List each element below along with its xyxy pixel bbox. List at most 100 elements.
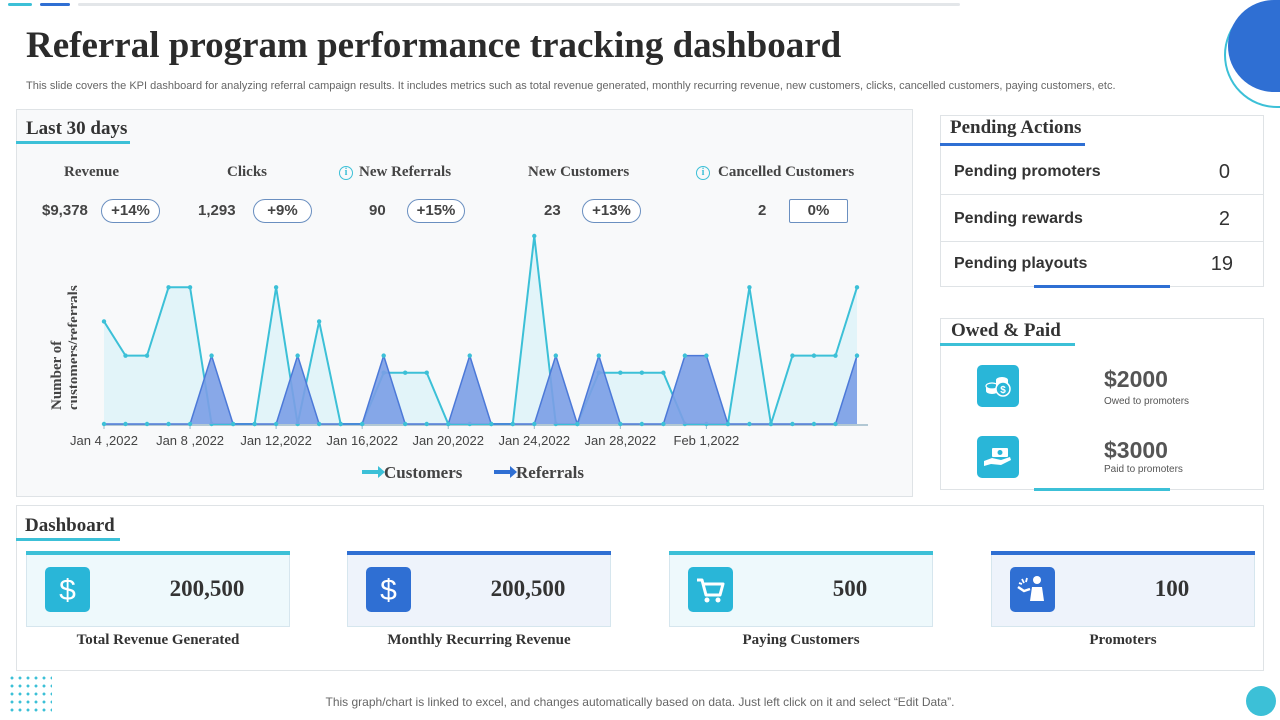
legend-item-referrals[interactable]: Referrals (494, 463, 584, 483)
last-30-days-title: Last 30 days (26, 118, 128, 139)
series-line-referrals (104, 354, 858, 425)
data-point (295, 353, 300, 358)
kpi-change-badge: +15% (407, 199, 465, 223)
data-point (489, 421, 494, 427)
x-tick-label: Jan 16,2022 (326, 433, 398, 448)
area-chart[interactable]: Jan 4 ,2022 Jan 8 ,2022 Jan 12,2022 Jan 16,… (0, 0, 913, 460)
data-point (854, 353, 860, 358)
data-point (618, 370, 623, 375)
data-point (833, 421, 838, 427)
data-point (101, 319, 107, 324)
card-paying-customers[interactable]: 500 (669, 551, 933, 627)
owed-caption: Owed to promoters (1104, 396, 1190, 407)
kpi-value-revenue: $9,378 (42, 202, 88, 219)
x-tick-label: Jan 28,2022 (585, 433, 657, 448)
series-area-customers (104, 236, 857, 424)
info-icon[interactable]: i (696, 166, 710, 180)
promoter-icon (1010, 567, 1055, 612)
y-axis-title-line: Number of (49, 340, 65, 410)
data-point (252, 421, 257, 427)
data-point (811, 421, 817, 427)
info-icon[interactable]: i (339, 166, 353, 180)
data-point (166, 285, 171, 290)
pending-row-rewards[interactable]: Pending rewards 2 (941, 196, 1263, 242)
y-axis-title: Number of customers/referrals (49, 285, 77, 410)
section-underline (16, 538, 120, 541)
card-value: 500 (832, 576, 868, 601)
data-point (661, 370, 666, 375)
card-total-revenue[interactable]: $ 200,500 (26, 551, 290, 627)
decorative-dot-grid (8, 674, 52, 714)
card-label: Paying Customers (742, 632, 860, 648)
kpi-change-badge: +14% (101, 199, 160, 223)
data-point (682, 353, 688, 358)
coins-icon: $ (977, 365, 1019, 407)
section-underline (940, 143, 1085, 146)
pending-value: 19 (1210, 253, 1233, 275)
card-value: 200,500 (490, 576, 566, 601)
panel-bottom-bar (1034, 488, 1170, 491)
card-value: 200,500 (169, 576, 245, 601)
data-point (230, 421, 236, 427)
data-point (833, 353, 838, 358)
data-point (316, 421, 322, 427)
data-point (854, 285, 860, 290)
data-point (273, 421, 279, 427)
card-accent (347, 551, 611, 555)
panel-bottom-bar (1034, 285, 1170, 288)
paid-amount: $3000 (1104, 437, 1168, 463)
x-tick-label: Jan 4 ,2022 (70, 433, 138, 448)
kpi-value-clicks: 1,293 (198, 202, 236, 219)
kpi-change-badge: 0% (789, 199, 848, 223)
card-accent (26, 551, 290, 555)
data-point (596, 353, 602, 358)
x-tick-label: Jan 8 ,2022 (156, 433, 224, 448)
card-accent (991, 551, 1255, 555)
data-point (532, 421, 537, 427)
data-point (704, 353, 709, 358)
data-point (639, 421, 645, 427)
data-point (725, 421, 731, 427)
data-point (768, 421, 774, 427)
data-point (510, 421, 515, 427)
data-point (790, 353, 795, 358)
kpi-value-cancelled-customers: 2 (758, 202, 767, 219)
data-point (790, 421, 795, 427)
hand-money-icon (977, 436, 1019, 478)
data-point (467, 353, 472, 358)
section-underline (940, 343, 1075, 346)
dollar-icon: $ (45, 567, 90, 612)
data-point (618, 421, 623, 427)
pending-label: Pending rewards (954, 210, 1083, 227)
dashboard-title: Dashboard (25, 515, 115, 536)
data-point (123, 421, 128, 427)
data-point (187, 421, 193, 427)
y-axis-title-line: customers/referrals (66, 285, 77, 410)
legend-item-customers[interactable]: Customers (362, 463, 462, 483)
pending-row-playouts[interactable]: Pending playouts 19 (941, 241, 1263, 287)
page-title: Referral program performance tracking da… (26, 25, 842, 66)
dollar-icon: $ (366, 567, 411, 612)
card-promoters[interactable]: 100 (991, 551, 1255, 627)
card-monthly-recurring-revenue[interactable]: $ 200,500 (347, 551, 611, 627)
svg-text:$: $ (59, 574, 76, 607)
data-point (532, 233, 537, 239)
data-point (359, 421, 365, 427)
decorative-circle (1246, 686, 1276, 716)
data-point (209, 353, 214, 358)
data-point (424, 421, 429, 427)
data-point (144, 353, 150, 358)
top-accent-line (8, 3, 32, 6)
top-divider-line (78, 3, 960, 6)
pending-label: Pending promoters (954, 163, 1101, 180)
card-label: Monthly Recurring Revenue (387, 632, 571, 648)
data-point (316, 319, 322, 324)
data-point (811, 353, 817, 358)
legend-label: Referrals (516, 463, 584, 482)
pending-row-promoters[interactable]: Pending promoters 0 (941, 149, 1263, 195)
data-point (747, 285, 752, 290)
kpi-label-cancelled-customers: Cancelled Customers (718, 164, 855, 180)
data-point (446, 421, 451, 427)
footer-note: This graph/chart is linked to excel, and… (325, 695, 955, 709)
data-point (747, 421, 752, 427)
